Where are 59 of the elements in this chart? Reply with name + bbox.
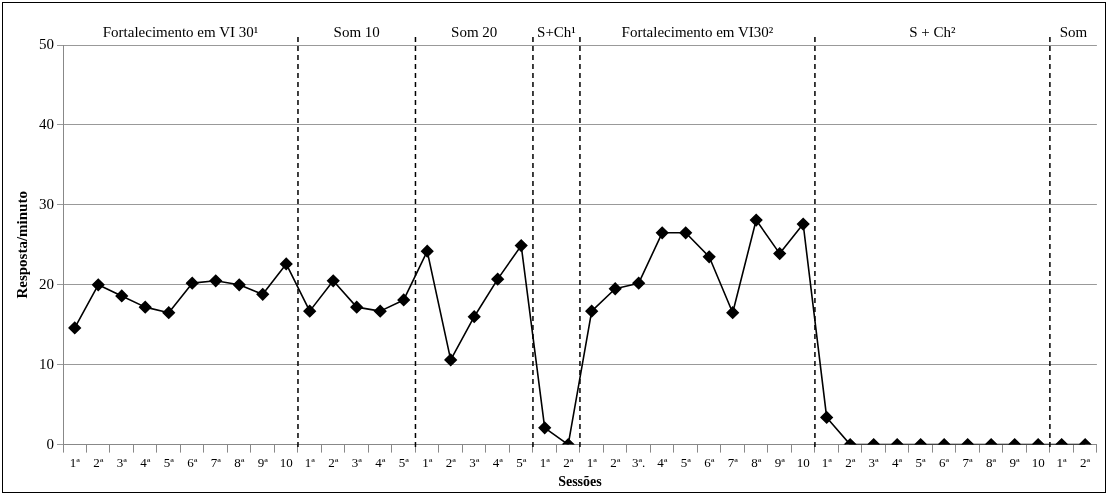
x-tick-label: 10 (1031, 454, 1045, 470)
x-tick-label: 1ª (69, 454, 81, 470)
x-tick-label: 6ª (704, 454, 715, 470)
x-tick-label: 2ª (1080, 454, 1091, 470)
x-tick-label: 7ª (210, 454, 222, 470)
x-tick-label: 6ª (939, 454, 950, 470)
x-tick-label: 1ª (586, 454, 598, 470)
y-tick-label: 30 (39, 195, 54, 212)
x-tick-label: 8ª (751, 454, 762, 470)
x-tick-label: 3ª (469, 454, 480, 470)
text: Som 10 (333, 24, 380, 41)
x-tick-label: 1ª (539, 454, 551, 470)
x-tick-label: 8ª (986, 454, 997, 470)
x-tick-label: 2ª (610, 454, 621, 470)
y-tick-label: 50 (39, 35, 54, 52)
x-tick-label: 9ª (257, 454, 269, 470)
x-tick-label: 3ª. (632, 454, 646, 470)
y-tick-label: 0 (46, 435, 54, 452)
x-tick-label: 5ª (516, 454, 527, 470)
text: S+Ch¹ (537, 24, 576, 41)
x-tick-label: 5ª (398, 454, 410, 470)
x-tick-label: 1ª (1056, 454, 1068, 470)
x-tick-label: 3ª (868, 454, 880, 470)
text: S + Ch² (909, 24, 957, 41)
x-tick-label: 1ª (422, 454, 433, 470)
x-tick-label: 10 (279, 454, 293, 470)
x-tick-label: 10 (796, 454, 810, 470)
y-tick-label: 10 (39, 355, 54, 372)
x-axis-title: Sessões (558, 474, 603, 490)
x-tick-label: 2ª (445, 454, 457, 470)
x-tick-label: 2ª (93, 454, 104, 470)
x-tick-label: 9ª (774, 454, 786, 470)
x-tick-label: 6ª (187, 454, 198, 470)
x-tick-label: 8ª (234, 454, 245, 470)
x-tick-label: 4ª (892, 454, 903, 470)
text: Fortalecimento em VI 30¹ (102, 24, 259, 41)
x-tick-label: 3ª (351, 454, 363, 470)
x-tick-label: 2ª (328, 454, 339, 470)
x-tick-label: 2ª (845, 454, 856, 470)
text: Fortalecimento em VI30² (621, 24, 774, 41)
x-tick-label: 3ª (116, 454, 128, 470)
x-tick-label: 1ª (304, 454, 316, 470)
x-tick-label: 1ª (821, 454, 833, 470)
x-tick-label: 4ª (492, 454, 504, 470)
x-tick-label: 7ª (962, 454, 974, 470)
y-axis-title: Resposta/minuto (13, 191, 30, 299)
x-tick-label: 5ª (915, 454, 927, 470)
y-tick-label: 20 (39, 275, 54, 292)
x-tick-label: 7ª (727, 454, 739, 470)
x-tick-label: 4ª (657, 454, 668, 470)
x-tick-label: 5ª (680, 454, 692, 470)
text: Som 20 (451, 24, 498, 41)
x-tick-label: 4ª (375, 454, 386, 470)
text: Som (1059, 24, 1088, 41)
y-tick-label: 40 (39, 115, 54, 132)
x-tick-label: 2ª (563, 454, 574, 470)
x-tick-label: 9ª (1009, 454, 1021, 470)
x-tick-label: 4ª (140, 454, 151, 470)
x-tick-label: 5ª (163, 454, 175, 470)
